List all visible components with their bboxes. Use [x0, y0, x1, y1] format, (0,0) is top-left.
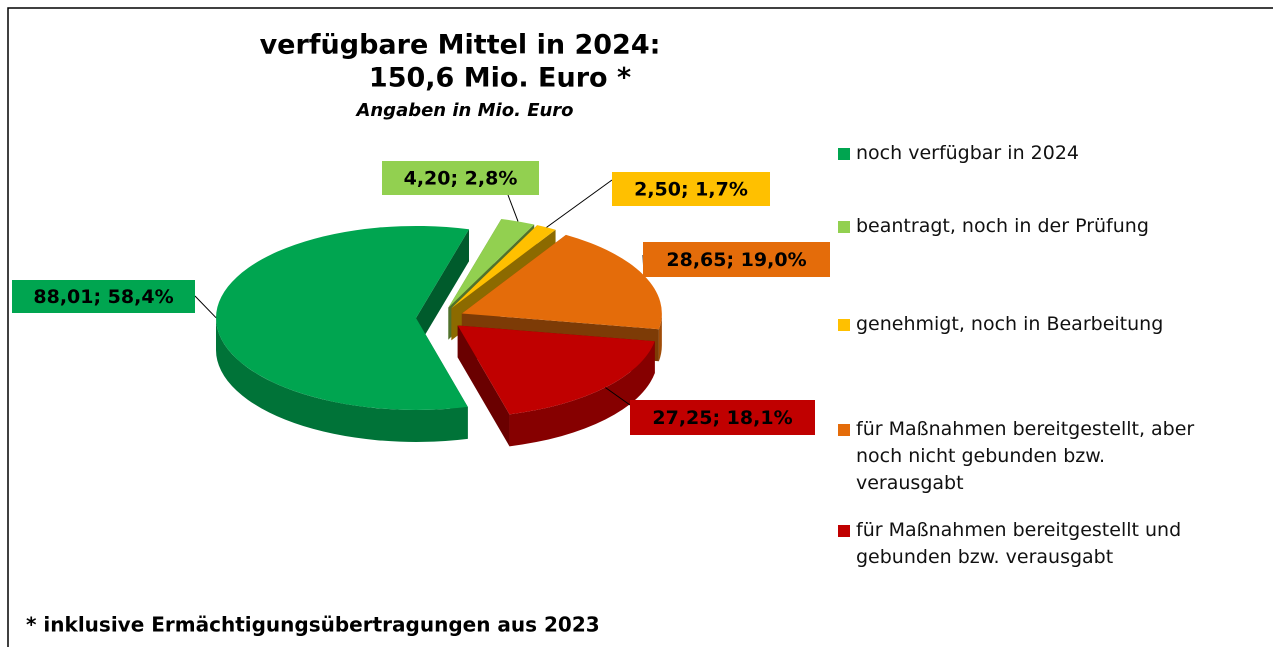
value-label-box [12, 280, 195, 313]
frame [7, 7, 1273, 647]
footnote: * inklusive Ermächtigungsübertragungen a… [26, 613, 600, 637]
value-label: 27,25; 18,1% [652, 407, 792, 429]
slices [216, 218, 662, 415]
legend-label: für Maßnahmen bereitgestellt, aber noch … [856, 418, 1195, 494]
legend-item: für Maßnahmen bereitgestellt, aber noch … [838, 416, 1216, 497]
value-label-box [643, 242, 830, 277]
leader-line [507, 194, 519, 222]
slice [451, 225, 556, 309]
slice-side [509, 341, 655, 447]
slice-side [658, 313, 662, 362]
legend-label: für Maßnahmen bereitgestellt und gebunde… [856, 519, 1182, 568]
chart-subtitle: Angaben in Mio. Euro [354, 100, 573, 121]
slice-side [216, 317, 468, 442]
legend-label: genehmigt, noch in Bearbeitung [856, 313, 1164, 335]
legend-item: beantragt, noch in der Prüfung [838, 213, 1273, 240]
slice-wall [457, 325, 510, 447]
value-label: 2,50; 1,7% [634, 179, 748, 201]
slice [216, 225, 470, 410]
legend-swatch [838, 221, 850, 233]
chart-title: 150,6 Mio. Euro * [369, 63, 631, 94]
value-label-box [612, 172, 770, 206]
legend-item: für Maßnahmen bereitgestellt und gebunde… [838, 517, 1216, 571]
legend-swatch [838, 424, 850, 436]
legend-swatch [838, 525, 850, 537]
legend-label: beantragt, noch in der Prüfung [856, 215, 1149, 237]
value-label-box [382, 161, 539, 195]
legend-label: noch verfügbar in 2024 [856, 142, 1079, 164]
leader-line [546, 179, 613, 228]
chart-title: verfügbare Mittel in 2024: [260, 30, 661, 61]
value-label: 28,65; 19,0% [666, 249, 806, 271]
legend-item: genehmigt, noch in Bearbeitung [838, 311, 1273, 338]
slice-wall [416, 229, 470, 350]
slice [461, 234, 662, 330]
slice-sides [216, 313, 662, 447]
slice [448, 218, 535, 308]
legend-item: noch verfügbar in 2024 [838, 140, 1273, 167]
value-label-box [630, 400, 815, 435]
leader-line [194, 295, 217, 319]
value-label: 88,01; 58,4% [33, 286, 173, 308]
legend-swatch [838, 319, 850, 331]
value-label: 4,20; 2,8% [404, 168, 518, 190]
leader-line [605, 387, 631, 406]
slice [457, 325, 655, 415]
legend-swatch [838, 148, 850, 160]
